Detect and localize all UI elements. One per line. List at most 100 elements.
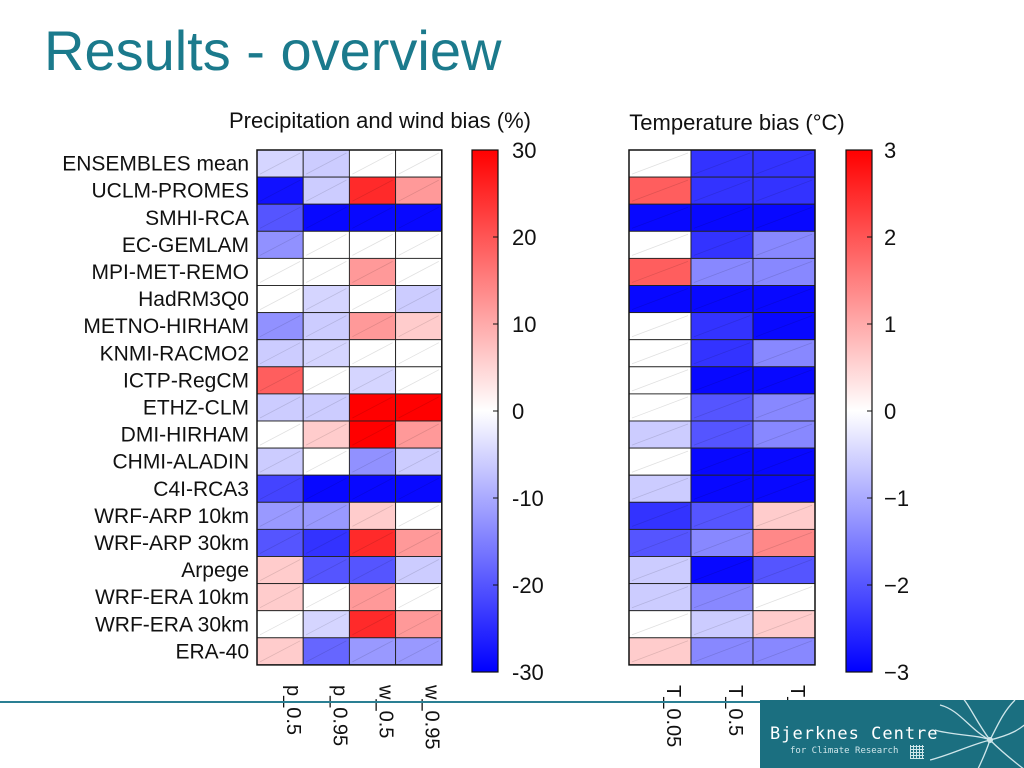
column-label: T_0.05 [662, 685, 684, 747]
row-label: WRF-ERA 30km [95, 613, 249, 636]
colorbar-tick-label: 1 [884, 312, 896, 337]
footer-divider [0, 701, 760, 703]
logo-tagline: for Climate Research [790, 746, 899, 756]
heatmap-cell [302, 447, 350, 476]
row-label: CHMI-ALADIN [112, 451, 249, 474]
temperature-heatmap [628, 149, 816, 666]
heatmap-cell [348, 474, 397, 503]
colorbar-tick-label: 30 [512, 138, 536, 163]
heatmap-cell [752, 312, 816, 341]
heatmap-cell [752, 528, 816, 557]
heatmap-cell [395, 312, 443, 341]
column-label: p_0.5 [282, 685, 304, 735]
heatmap-cell [395, 583, 443, 612]
heatmap-cell [752, 285, 816, 314]
heatmap-cell [752, 610, 816, 639]
heatmap-cell [690, 203, 754, 232]
heatmap-cell [348, 393, 397, 422]
heatmap-cell [348, 447, 397, 476]
heatmap-cell [752, 393, 816, 422]
heatmap-cell [690, 312, 754, 341]
colorbar-tick-label: -20 [512, 573, 544, 598]
row-label: C4I-RCA3 [153, 478, 249, 501]
row-label: ENSEMBLES mean [62, 153, 249, 176]
row-label: ICTP-RegCM [123, 369, 249, 392]
slide-title: Results - overview [44, 19, 502, 82]
heatmap-cell [628, 583, 692, 612]
row-label: KNMI-RACMO2 [100, 342, 249, 365]
heatmap-cell [348, 285, 397, 314]
heatmap-cell [395, 203, 443, 232]
heatmap-cell [395, 339, 443, 368]
heatmap-cell [395, 230, 443, 259]
heatmap-cell [628, 393, 692, 422]
heatmap-cell [752, 583, 816, 612]
colorbar-tick-label: 20 [512, 225, 536, 250]
colorbar-tick-label: -30 [512, 660, 544, 685]
heatmap-cell [752, 420, 816, 449]
row-label: WRF-ARP 30km [94, 532, 249, 555]
heatmap-cell [628, 447, 692, 476]
heatmap-cell [690, 339, 754, 368]
heatmap-cell [348, 176, 397, 205]
colorbar-tick-label: 2 [884, 225, 896, 250]
bjerknes-logo: Bjerknes Centre for Climate Research [760, 700, 1024, 768]
colorbar-tick-label: 10 [512, 312, 536, 337]
heatmap-cell [302, 339, 350, 368]
row-label: HadRM3Q0 [138, 288, 249, 311]
heatmap-cell [690, 420, 754, 449]
heatmap-cell [256, 583, 304, 612]
heatmap-cell [395, 366, 443, 395]
heatmap-cell [302, 203, 350, 232]
row-label: MPI-MET-REMO [92, 261, 250, 284]
heatmap-cell [395, 610, 443, 639]
heatmap-cell [302, 583, 350, 612]
row-label: WRF-ERA 10km [95, 586, 249, 609]
heatmap-cell [348, 366, 397, 395]
column-label: p_0.95 [328, 685, 350, 746]
colorbar-tick-label: −1 [884, 486, 909, 511]
heatmap-cell [302, 176, 350, 205]
heatmap-cell [395, 447, 443, 476]
heatmap-cell [348, 528, 397, 557]
heatmap-cell [348, 556, 397, 585]
heatmap-cell [256, 393, 304, 422]
heatmap-cell [690, 230, 754, 259]
heatmap-cell [256, 474, 304, 503]
heatmap-cell [690, 257, 754, 286]
swirl-icon [930, 700, 1024, 768]
column-label: w_0.5 [375, 684, 397, 738]
precip-wind-chart-title: Precipitation and wind bias (%) [229, 108, 531, 133]
heatmap-cell [395, 420, 443, 449]
column-label: T_0.5 [724, 685, 746, 736]
heatmap-cell [752, 176, 816, 205]
temperature-chart-title: Temperature bias (°C) [629, 110, 844, 135]
heatmap-cell [690, 528, 754, 557]
logo-name: Bjerknes Centre [770, 724, 939, 744]
row-label: WRF-ARP 10km [94, 505, 249, 528]
heatmap-cell [395, 528, 443, 557]
heatmap-cell [302, 637, 350, 666]
row-label: EC-GEMLAM [122, 234, 249, 257]
heatmap-cell [628, 637, 692, 666]
heatmap-cell [690, 556, 754, 585]
heatmap-cell [302, 230, 350, 259]
heatmap-cell [256, 176, 304, 205]
heatmap-cell [752, 447, 816, 476]
colorbar-tick-label: −3 [884, 660, 909, 685]
heatmap-cell [256, 501, 304, 530]
heatmap-cell [752, 474, 816, 503]
heatmap-cell [395, 393, 443, 422]
heatmap-cell [348, 501, 397, 530]
heatmap-cell [348, 203, 397, 232]
heatmap-cell [256, 610, 304, 639]
heatmap-cell [256, 285, 304, 314]
heatmap-cell [348, 610, 397, 639]
logo-grid-icon [910, 745, 924, 759]
heatmap-cell [752, 556, 816, 585]
heatmap-cell [752, 339, 816, 368]
precip-wind-colorbar: 30 20 10 0 -10 -20 -30 [471, 138, 544, 685]
heatmap-cell [348, 420, 397, 449]
row-label: METNO-HIRHAM [83, 315, 249, 338]
colorbar-tick-label: 0 [884, 399, 896, 424]
